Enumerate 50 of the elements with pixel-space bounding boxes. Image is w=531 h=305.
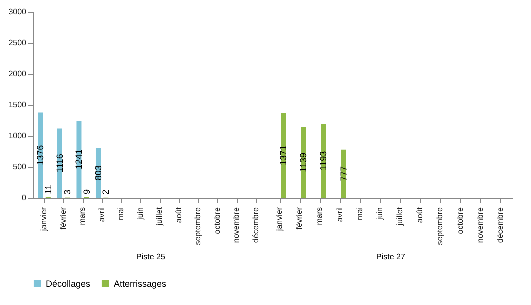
x-tick-label: septembre — [194, 206, 203, 246]
y-tick-label: 0 — [22, 194, 28, 202]
data-label: 1376 — [36, 145, 46, 166]
x-tick-label: avril — [97, 207, 106, 222]
x-tick-label: juin — [375, 208, 384, 221]
y-tick-label: 3000 — [8, 8, 28, 16]
legend-label: Atterrissages — [114, 278, 168, 289]
data-label: 1116 — [54, 154, 65, 173]
x-tick-label: août — [416, 206, 425, 224]
x-axis-title: Piste 25 — [136, 252, 166, 262]
x-tick-label: août — [174, 206, 184, 224]
x-tick-label: juillet — [396, 206, 405, 227]
data-label: 1139 — [298, 153, 309, 172]
x-tick-label: mai — [116, 207, 126, 220]
x-tick-label: juillet — [155, 206, 164, 227]
bar — [281, 113, 286, 198]
data-label: 11 — [43, 184, 54, 194]
x-tick-label: octobre — [212, 206, 222, 234]
x-tick-label: septembre — [436, 206, 445, 246]
y-tick-label: 1000 — [8, 132, 28, 140]
x-tick-label: décembre — [251, 206, 260, 244]
x-tick-label: novembre — [476, 206, 485, 244]
data-label: 1371 — [278, 145, 289, 166]
x-tick-label: décembre — [496, 206, 505, 244]
y-tick-label: 2500 — [8, 38, 28, 48]
data-label: 1193 — [318, 151, 329, 171]
y-tick-label: 500 — [13, 162, 28, 172]
x-tick-label: juin — [136, 208, 145, 221]
data-label: 1241 — [74, 150, 84, 170]
x-tick-label: novembre — [232, 206, 242, 244]
x-tick-label: avril — [335, 207, 344, 222]
x-axis-title: Piste 27 — [376, 252, 406, 262]
x-tick-label: octobre — [456, 206, 465, 234]
bar — [38, 112, 44, 198]
data-label: 2 — [101, 190, 112, 195]
x-tick-label: janvier — [40, 207, 49, 232]
data-label: 9 — [82, 189, 92, 194]
x-tick-label: février — [295, 207, 304, 230]
x-tick-label: février — [58, 207, 68, 230]
data-label: 777 — [338, 166, 349, 182]
legend-label: Décollages — [46, 278, 92, 289]
x-tick-label: mars — [78, 208, 88, 226]
bar — [341, 150, 346, 198]
x-tick-label: mars — [315, 208, 324, 226]
y-tick-label: 1500 — [8, 100, 28, 110]
x-tick-label: mai — [355, 207, 364, 220]
x-tick-label: janvier — [275, 207, 284, 232]
data-label: 803 — [93, 166, 104, 181]
data-label: 3 — [62, 190, 73, 195]
y-tick-label: 2000 — [8, 70, 28, 78]
